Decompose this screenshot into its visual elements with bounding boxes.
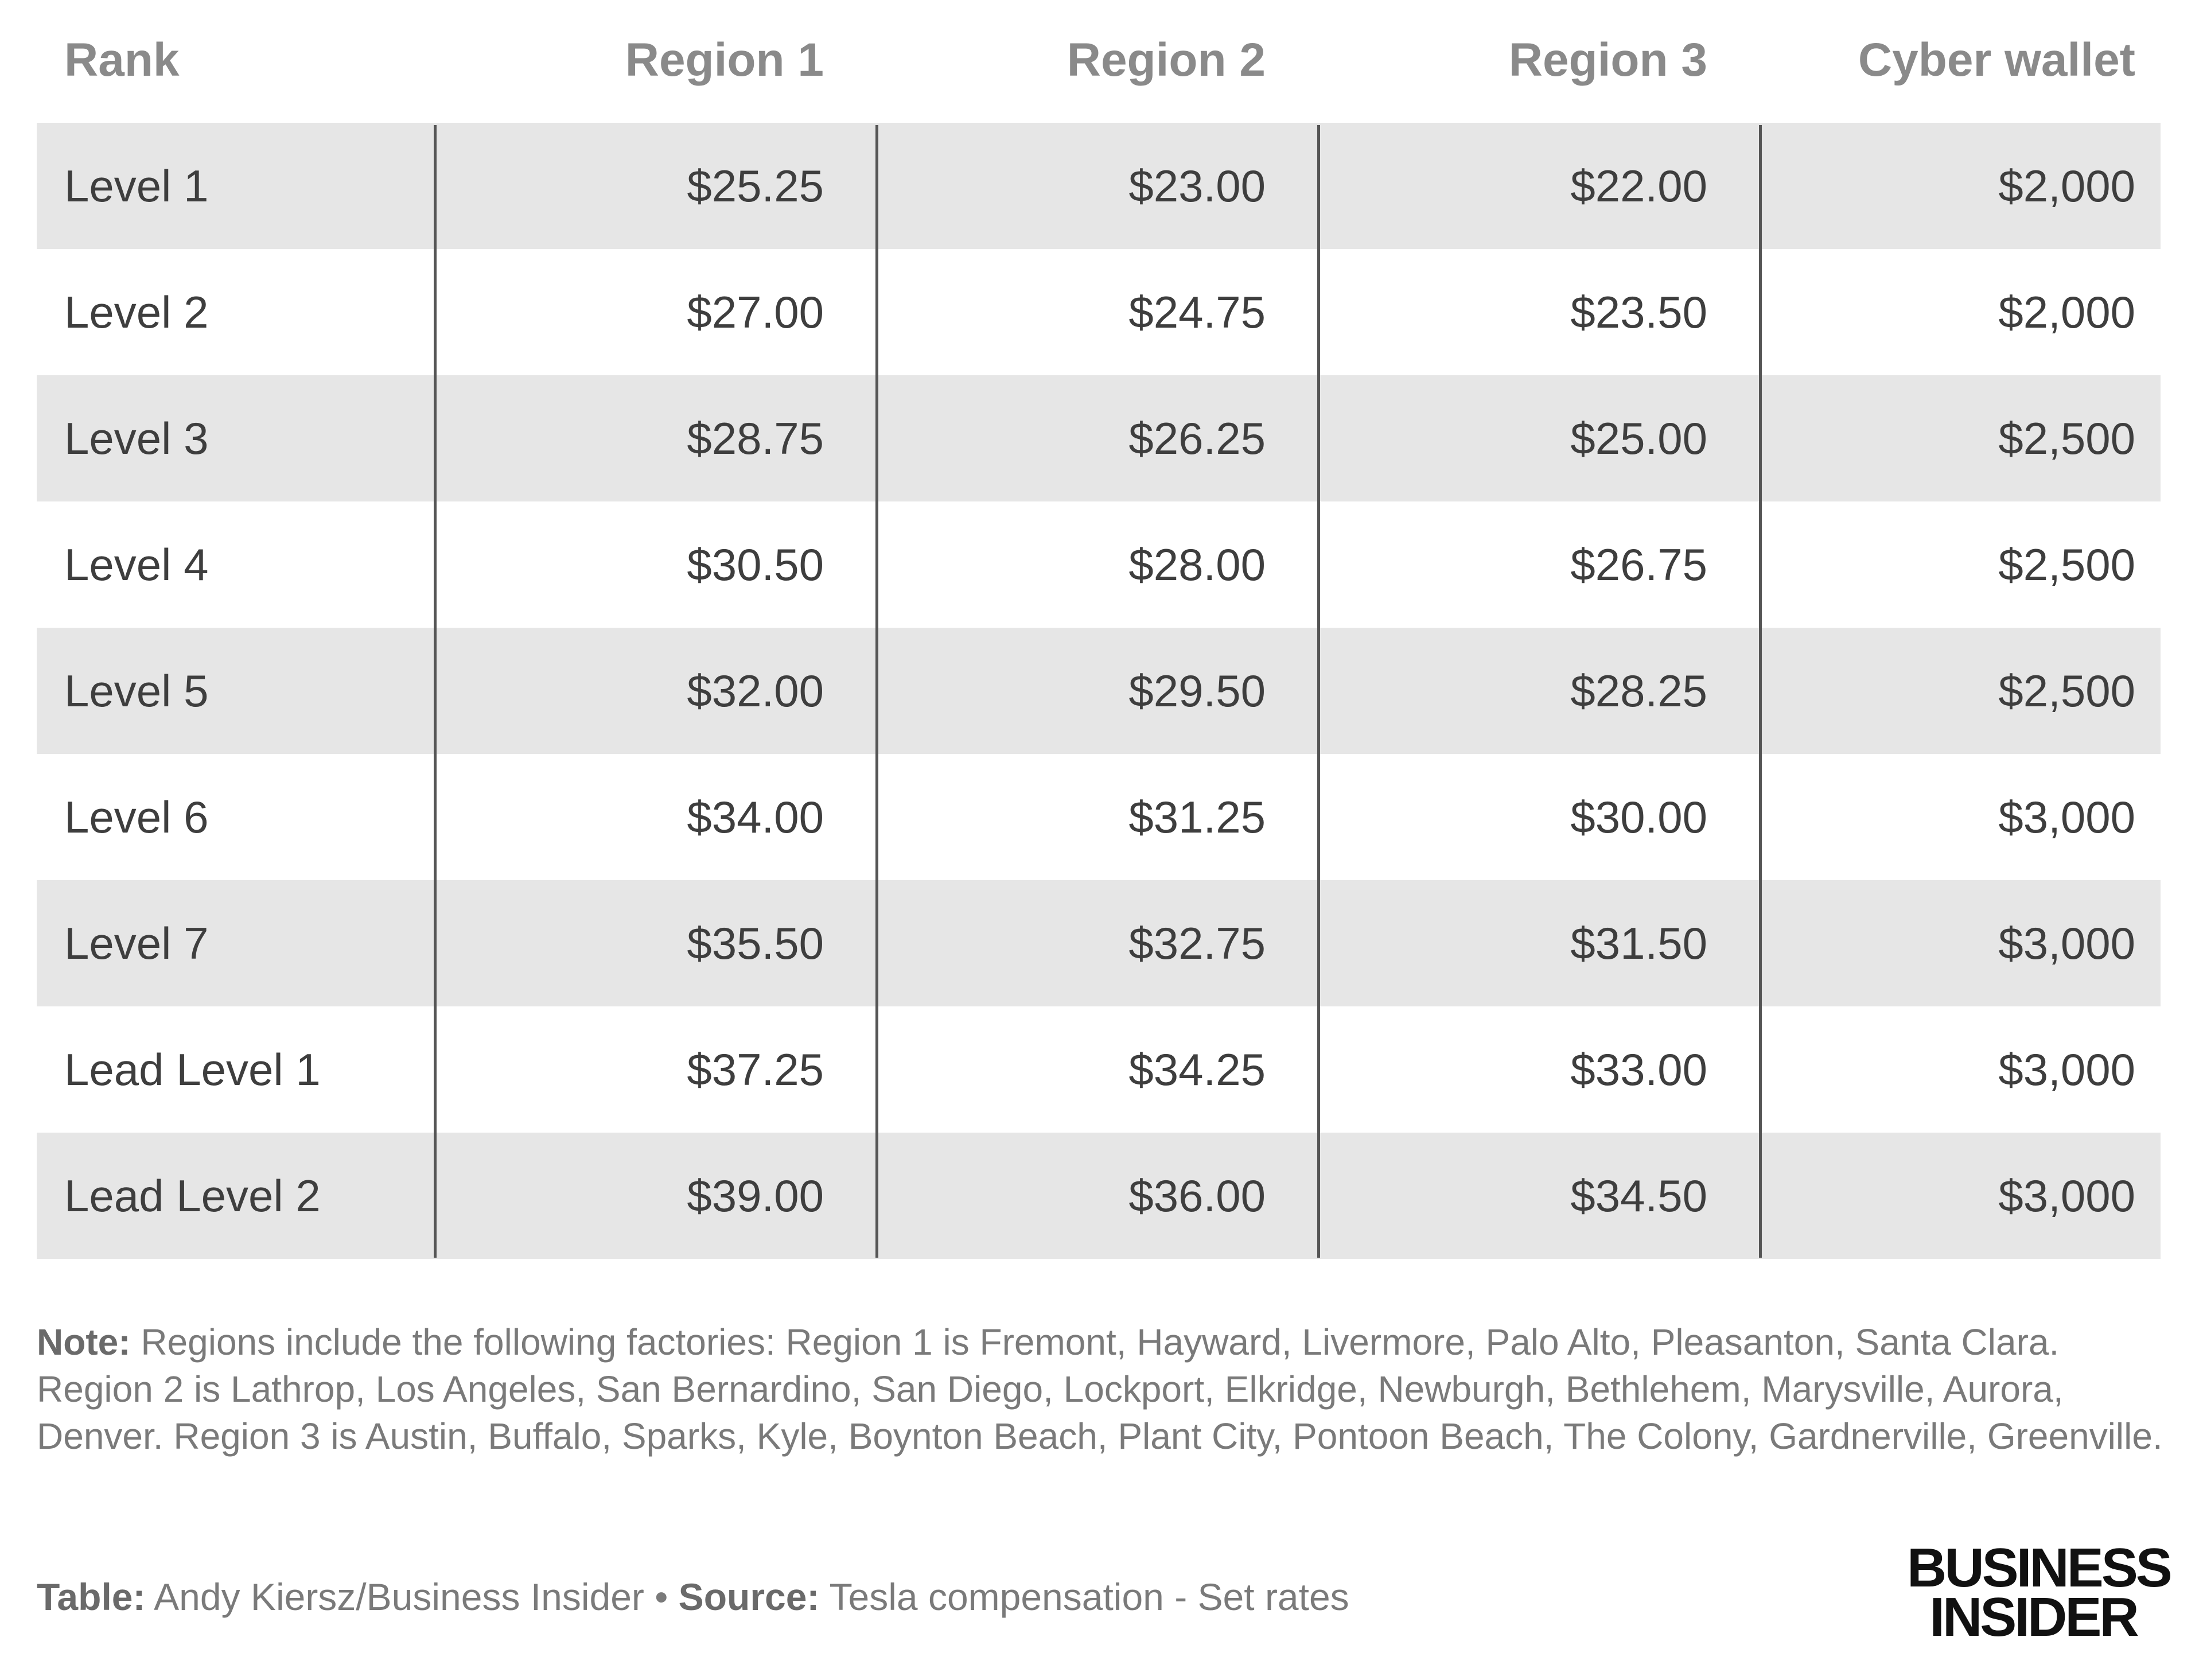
footnote-text: Regions include the following factories:…: [37, 1321, 2163, 1457]
credit-table-label: Table:: [37, 1576, 146, 1618]
table-body: Level 1 $25.25 $23.00 $22.00 $2,000 Level 2 $2…: [37, 123, 2161, 1259]
column-header-region-3: Region 3: [1508, 34, 1707, 86]
cell-region-2: $32.75: [1128, 918, 1266, 969]
cell-rank: Level 5: [64, 666, 209, 716]
table-row: Level 2 $27.00 $24.75 $23.50 $2,000: [37, 249, 2161, 375]
cell-cyber-wallet: $2,000: [1998, 287, 2135, 337]
cell-rank: Level 2: [64, 287, 209, 337]
cell-region-3: $25.00: [1570, 413, 1707, 464]
column-header-region-1: Region 1: [625, 34, 824, 86]
cell-cyber-wallet: $3,000: [1998, 1170, 2135, 1221]
credit-source-label: Source:: [678, 1576, 820, 1618]
cell-region-2: $31.25: [1128, 792, 1266, 842]
credit-table-text: Andy Kiersz/Business Insider •: [145, 1576, 679, 1618]
table-row: Level 6 $34.00 $31.25 $30.00 $3,000: [37, 754, 2161, 880]
cell-region-1: $37.25: [687, 1044, 824, 1095]
cell-cyber-wallet: $2,500: [1998, 539, 2135, 590]
cell-rank: Level 4: [64, 539, 209, 590]
cell-region-3: $34.50: [1570, 1170, 1707, 1221]
cell-region-2: $23.00: [1128, 161, 1266, 211]
column-header-cyber-wallet: Cyber wallet: [1858, 34, 2135, 86]
table-row: Level 5 $32.00 $29.50 $28.25 $2,500: [37, 628, 2161, 754]
cell-region-2: $36.00: [1128, 1170, 1266, 1221]
table-row: Level 7 $35.50 $32.75 $31.50 $3,000: [37, 880, 2161, 1006]
cell-region-2: $29.50: [1128, 666, 1266, 716]
cell-rank: Level 3: [64, 413, 209, 464]
cell-rank: Lead Level 1: [64, 1044, 321, 1095]
cell-region-1: $28.75: [687, 413, 824, 464]
cell-rank: Lead Level 2: [64, 1170, 321, 1221]
credit-source-text: Tesla compensation - Set rates: [819, 1576, 1349, 1618]
cell-cyber-wallet: $2,500: [1998, 413, 2135, 464]
cell-rank: Level 6: [64, 792, 209, 842]
cell-region-3: $33.00: [1570, 1044, 1707, 1095]
cell-region-3: $30.00: [1570, 792, 1707, 842]
cell-region-1: $25.25: [687, 161, 824, 211]
cell-cyber-wallet: $3,000: [1998, 1044, 2135, 1095]
cell-region-2: $28.00: [1128, 539, 1266, 590]
column-divider: [875, 125, 878, 1258]
column-divider: [1759, 125, 1762, 1258]
cell-rank: Level 1: [64, 161, 209, 211]
cell-cyber-wallet: $3,000: [1998, 792, 2135, 842]
cell-region-3: $22.00: [1570, 161, 1707, 211]
footnote: Note: Regions include the following fact…: [37, 1319, 2171, 1460]
column-header-rank: Rank: [64, 34, 180, 86]
column-header-region-2: Region 2: [1067, 34, 1266, 86]
table-header: Rank Region 1 Region 2 Region 3 Cyber wa…: [37, 0, 2161, 120]
cell-region-1: $32.00: [687, 666, 824, 716]
logo-line-1: BUSINESS: [1907, 1537, 2173, 1599]
business-insider-logo: BUSINESS INSIDER: [1907, 1537, 2173, 1648]
cell-region-3: $28.25: [1570, 666, 1707, 716]
cell-region-2: $34.25: [1128, 1044, 1266, 1095]
table-row: Level 3 $28.75 $26.25 $25.00 $2,500: [37, 375, 2161, 501]
logo-line-2: INSIDER: [1929, 1586, 2139, 1648]
cell-region-1: $34.00: [687, 792, 824, 842]
cell-region-3: $26.75: [1570, 539, 1707, 590]
cell-region-3: $23.50: [1570, 287, 1707, 337]
cell-rank: Level 7: [64, 918, 209, 969]
cell-region-2: $24.75: [1128, 287, 1266, 337]
column-divider: [434, 125, 437, 1258]
column-divider: [1317, 125, 1320, 1258]
cell-region-1: $35.50: [687, 918, 824, 969]
table-row: Lead Level 1 $37.25 $34.25 $33.00 $3,000: [37, 1006, 2161, 1133]
cell-region-1: $39.00: [687, 1170, 824, 1221]
cell-region-1: $30.50: [687, 539, 824, 590]
credit-line: Table: Andy Kiersz/Business Insider • So…: [37, 1573, 1349, 1620]
cell-cyber-wallet: $2,500: [1998, 666, 2135, 716]
table-row: Level 4 $30.50 $28.00 $26.75 $2,500: [37, 501, 2161, 628]
cell-region-3: $31.50: [1570, 918, 1707, 969]
cell-region-2: $26.25: [1128, 413, 1266, 464]
table-row: Level 1 $25.25 $23.00 $22.00 $2,000: [37, 123, 2161, 249]
cell-cyber-wallet: $2,000: [1998, 161, 2135, 211]
cell-region-1: $27.00: [687, 287, 824, 337]
footnote-label: Note:: [37, 1321, 131, 1363]
cell-cyber-wallet: $3,000: [1998, 918, 2135, 969]
table-row: Lead Level 2 $39.00 $36.00 $34.50 $3,000: [37, 1133, 2161, 1259]
